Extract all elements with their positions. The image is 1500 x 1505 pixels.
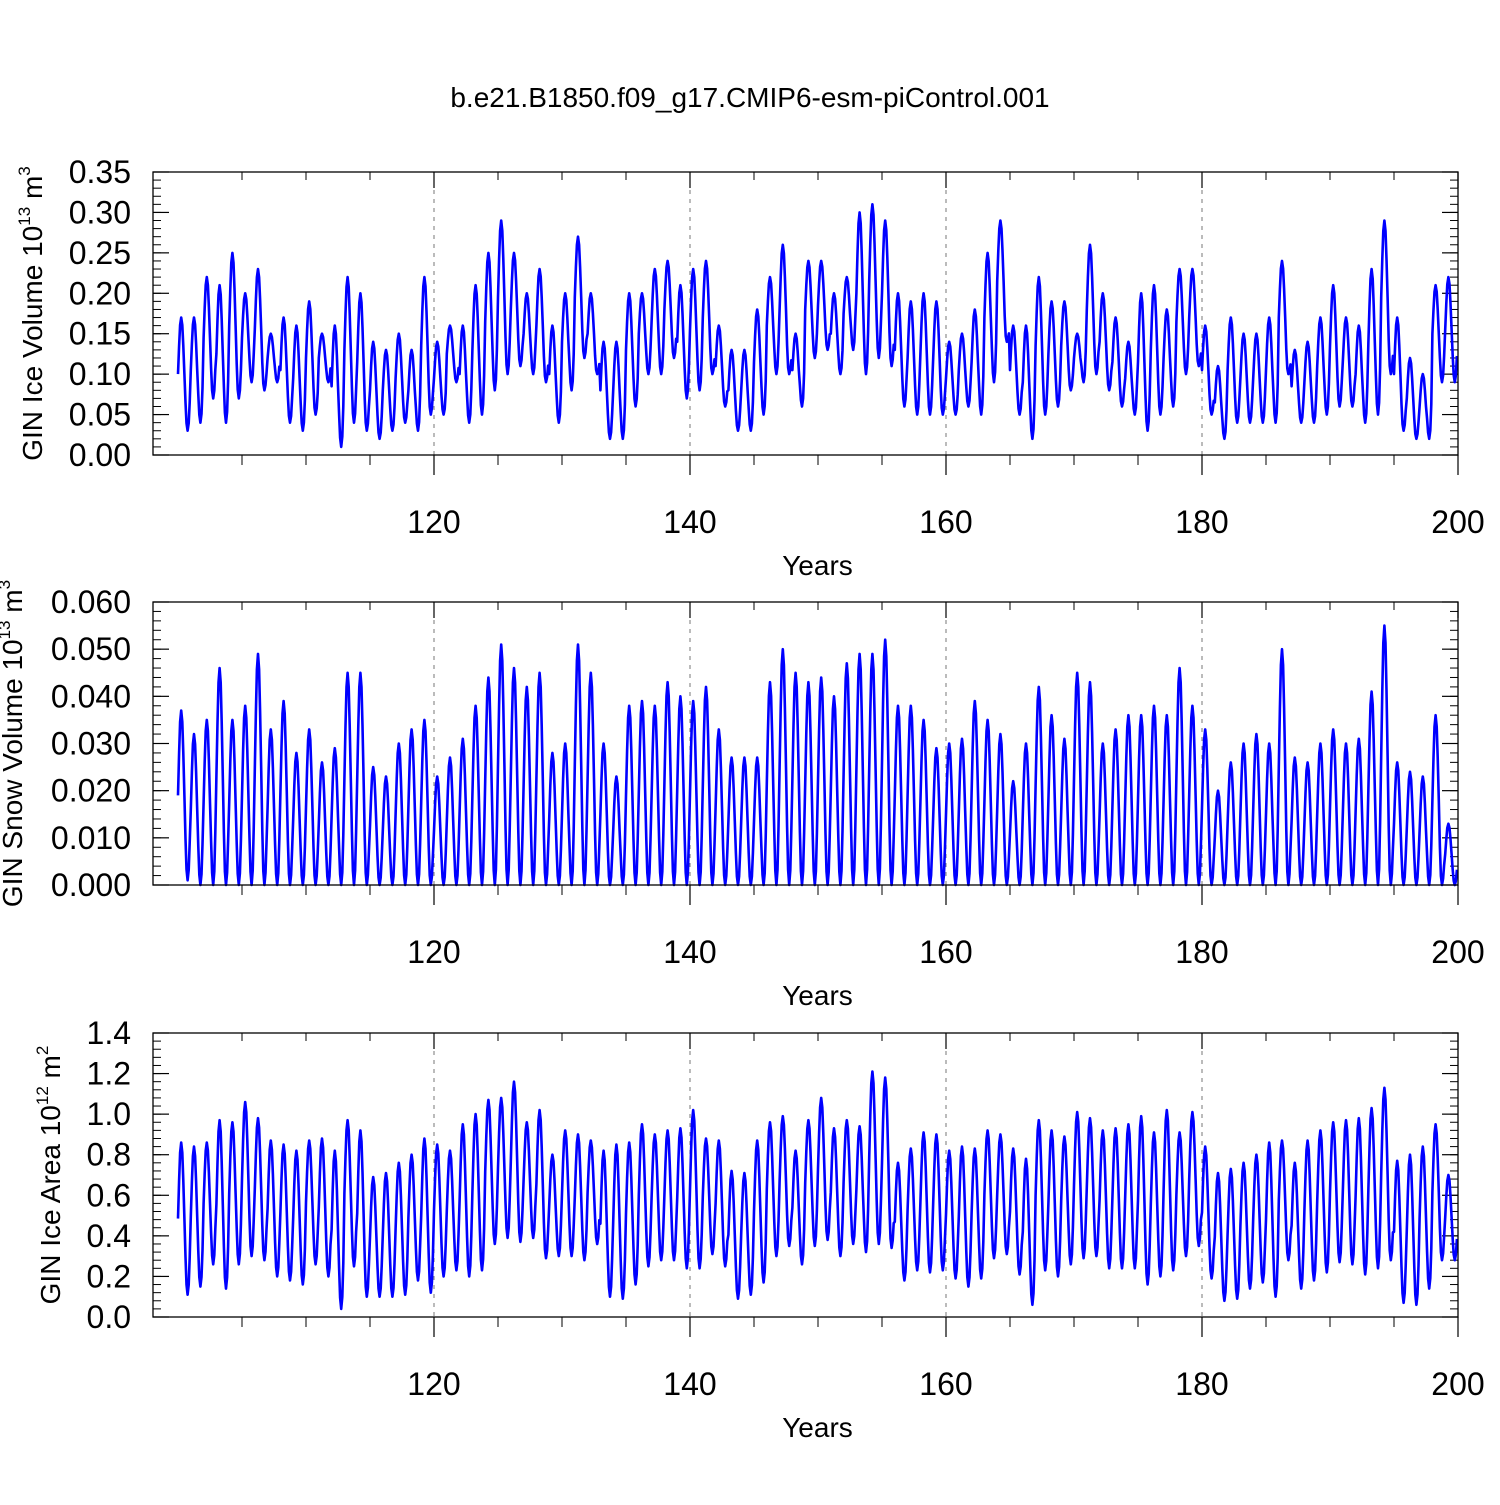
plot-frame (152, 601, 1459, 886)
x-tick-label: 140 (663, 1366, 716, 1402)
x-tick-label: 120 (407, 1366, 460, 1402)
y-tick-label: 0.6 (87, 1177, 131, 1213)
y-tick-label: 0.25 (69, 235, 131, 271)
y-tick-label: 0.00 (69, 437, 131, 473)
y-tick-label: 1.4 (87, 1015, 131, 1051)
chart-panel-3: 0.0 0.2 0.4 0.6 0.8 1.0 1.2 1.4 120 140 160 180 200 Y… (33, 1015, 1485, 1443)
series-line (176, 203, 1459, 449)
x-tick-label: 160 (919, 1366, 972, 1402)
y-tick-label: 0.35 (69, 154, 131, 190)
y-tick-label: 0.020 (51, 773, 131, 809)
y-tick-label: 0.050 (51, 631, 131, 667)
x-tick-label: 120 (407, 934, 460, 970)
chart-panel-2: 0.000 0.010 0.020 0.030 0.040 0.050 0.060 120 14… (0, 580, 1485, 1011)
y-axis-label: GIN Snow Volume 1013 m3 (0, 580, 28, 907)
chart-title: b.e21.B1850.f09_g17.CMIP6-esm-piControl.… (450, 82, 1050, 113)
y-axis-label: GIN Ice Volume 1013 m3 (15, 166, 48, 461)
series-line (176, 624, 1459, 887)
y-tick-label: 0.30 (69, 194, 131, 230)
y-tick-label: 0.000 (51, 867, 131, 903)
series-line (176, 1070, 1459, 1311)
x-tick-label: 200 (1431, 504, 1484, 540)
x-axis-label: Years (782, 980, 853, 1011)
y-tick-label: 0.05 (69, 397, 131, 433)
y-tick-label: 1.2 (87, 1056, 131, 1092)
y-tick-label: 0.040 (51, 678, 131, 714)
y-tick-label: 0.060 (51, 584, 131, 620)
y-tick-label: 0.010 (51, 820, 131, 856)
y-tick-label: 0.8 (87, 1137, 131, 1173)
y-tick-label: 1.0 (87, 1096, 131, 1132)
y-tick-label: 0.20 (69, 275, 131, 311)
y-tick-label: 0.10 (69, 356, 131, 392)
y-tick-label: 0.2 (87, 1258, 131, 1294)
y-axis-label: GIN Ice Area 1012 m2 (33, 1046, 66, 1305)
y-tick-label: 0.0 (87, 1299, 131, 1335)
plot-frame (152, 171, 1459, 456)
x-axis-label: Years (782, 550, 853, 581)
x-tick-label: 180 (1175, 504, 1228, 540)
y-tick-label: 0.4 (87, 1218, 131, 1254)
x-tick-label: 120 (407, 504, 460, 540)
x-tick-label: 140 (663, 934, 716, 970)
x-axis-label: Years (782, 1412, 853, 1443)
x-tick-label: 180 (1175, 1366, 1228, 1402)
y-tick-label: 0.15 (69, 316, 131, 352)
x-tick-label: 160 (919, 504, 972, 540)
x-tick-label: 160 (919, 934, 972, 970)
y-tick-label: 0.030 (51, 726, 131, 762)
x-tick-label: 140 (663, 504, 716, 540)
x-tick-label: 200 (1431, 1366, 1484, 1402)
chart-panel-1: 0.00 0.05 0.10 0.15 0.20 0.25 0.30 0.35 120 140 16… (15, 154, 1485, 581)
x-tick-label: 200 (1431, 934, 1484, 970)
plot-frame (152, 1032, 1459, 1318)
x-tick-label: 180 (1175, 934, 1228, 970)
